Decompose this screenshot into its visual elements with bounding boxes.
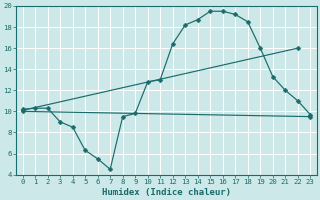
X-axis label: Humidex (Indice chaleur): Humidex (Indice chaleur) [102,188,231,197]
